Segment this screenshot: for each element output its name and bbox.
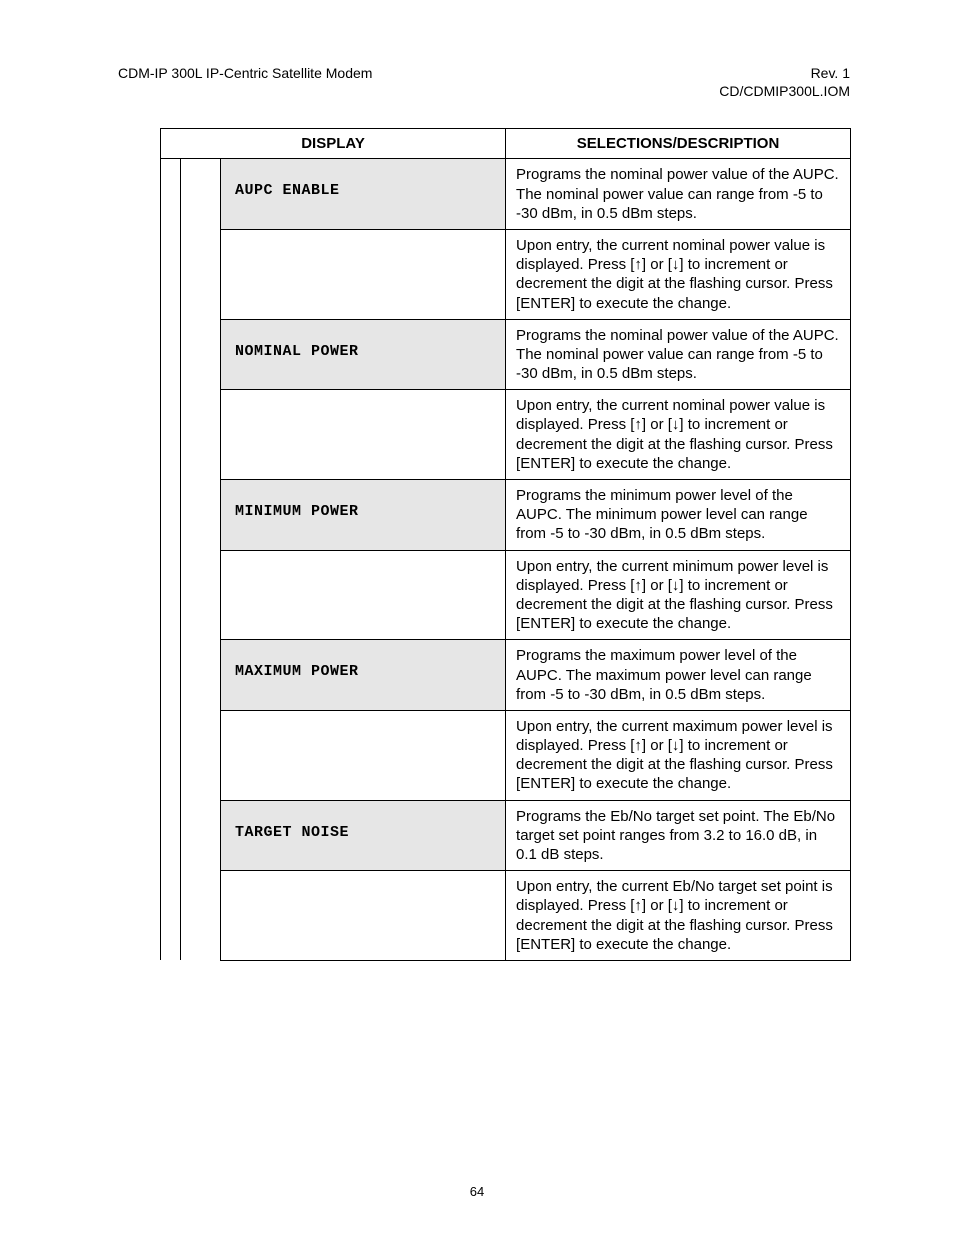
display-blank: [221, 871, 506, 961]
display-blank: [221, 550, 506, 640]
indent-cell: [161, 159, 181, 961]
desc-cell: Programs the minimum power level of the …: [506, 480, 851, 551]
desc-cell: Upon entry, the current nominal power va…: [506, 390, 851, 480]
display-label: MAXIMUM POWER: [221, 640, 506, 711]
table-row: MINIMUM POWER Programs the minimum power…: [161, 480, 851, 551]
display-label: AUPC ENABLE: [221, 159, 506, 230]
table-row: Upon entry, the current minimum power le…: [161, 550, 851, 640]
header-right: Rev. 1 CD/CDMIP300L.IOM: [719, 64, 850, 100]
display-label: MINIMUM POWER: [221, 480, 506, 551]
desc-cell: Programs the nominal power value of the …: [506, 319, 851, 390]
table-row: TARGET NOISE Programs the Eb/No target s…: [161, 800, 851, 871]
page-header: CDM-IP 300L IP-Centric Satellite Modem R…: [118, 64, 850, 100]
table-row: NOMINAL POWER Programs the nominal power…: [161, 319, 851, 390]
col-header-desc: SELECTIONS/DESCRIPTION: [506, 129, 851, 159]
parameter-table: DISPLAY SELECTIONS/DESCRIPTION AUPC ENAB…: [160, 128, 851, 961]
desc-cell: Programs the nominal power value of the …: [506, 159, 851, 230]
table-header-row: DISPLAY SELECTIONS/DESCRIPTION: [161, 129, 851, 159]
table-row: Upon entry, the current nominal power va…: [161, 390, 851, 480]
table-row: AUPC ENABLE Programs the nominal power v…: [161, 159, 851, 230]
table-row: Upon entry, the current maximum power le…: [161, 710, 851, 800]
desc-cell: Programs the Eb/No target set point. The…: [506, 800, 851, 871]
indent-cell: [181, 159, 221, 961]
header-left: CDM-IP 300L IP-Centric Satellite Modem: [118, 64, 372, 82]
desc-cell: Upon entry, the current nominal power va…: [506, 229, 851, 319]
display-label: TARGET NOISE: [221, 800, 506, 871]
col-header-display: DISPLAY: [161, 129, 506, 159]
desc-cell: Upon entry, the current minimum power le…: [506, 550, 851, 640]
desc-cell: Upon entry, the current maximum power le…: [506, 710, 851, 800]
header-doc-id: CD/CDMIP300L.IOM: [719, 82, 850, 100]
table-row: MAXIMUM POWER Programs the maximum power…: [161, 640, 851, 711]
page-number: 64: [0, 1184, 954, 1199]
display-label: NOMINAL POWER: [221, 319, 506, 390]
desc-cell: Upon entry, the current Eb/No target set…: [506, 871, 851, 961]
display-blank: [221, 710, 506, 800]
desc-cell: Programs the maximum power level of the …: [506, 640, 851, 711]
display-blank: [221, 229, 506, 319]
table-row: Upon entry, the current Eb/No target set…: [161, 871, 851, 961]
display-blank: [221, 390, 506, 480]
page: CDM-IP 300L IP-Centric Satellite Modem R…: [0, 0, 954, 1235]
header-rev: Rev. 1: [719, 64, 850, 82]
table-row: Upon entry, the current nominal power va…: [161, 229, 851, 319]
